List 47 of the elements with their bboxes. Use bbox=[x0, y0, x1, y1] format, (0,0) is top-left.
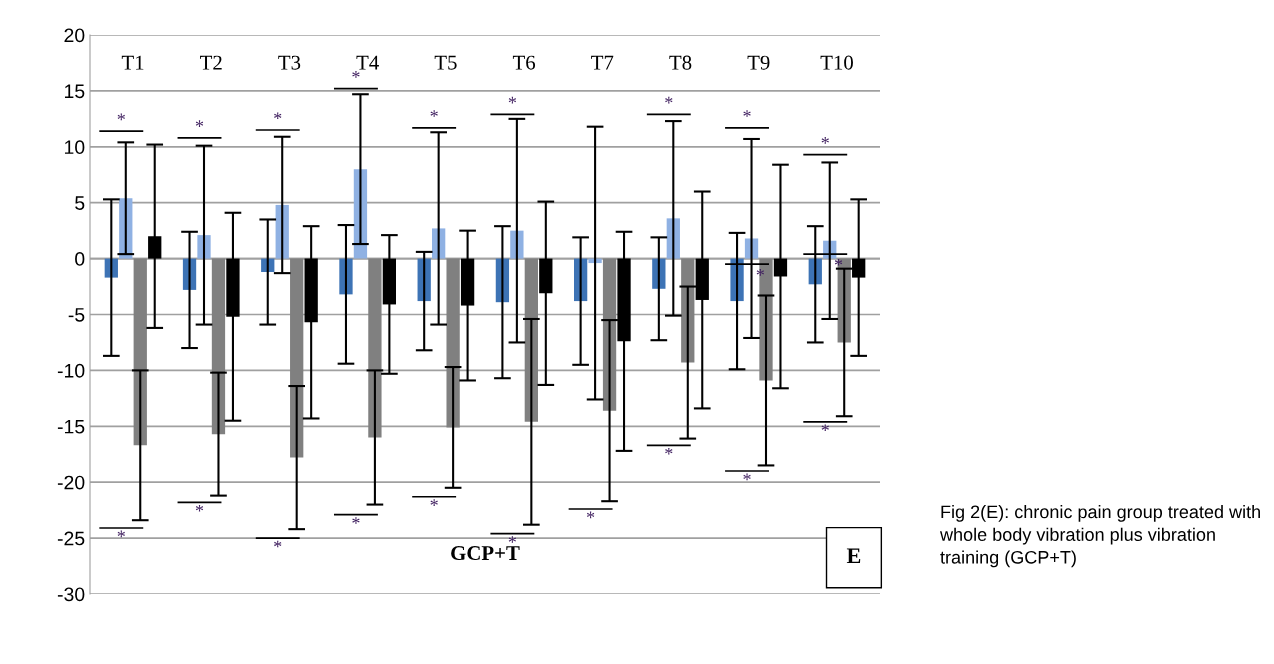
annotation: * bbox=[821, 424, 829, 432]
annotation: GCP+T bbox=[451, 546, 520, 561]
x-tick-label: T9 bbox=[747, 55, 770, 70]
bar bbox=[368, 258, 382, 438]
x-tick-label: T3 bbox=[278, 55, 301, 70]
x-tick-label: T5 bbox=[434, 55, 457, 70]
x-tick-label: T1 bbox=[121, 55, 144, 70]
annotation: * bbox=[352, 517, 360, 524]
annotation: * bbox=[743, 110, 751, 117]
x-tick-label: T10 bbox=[820, 55, 853, 70]
annotation: * bbox=[508, 96, 517, 104]
y-tick-label: 0 bbox=[75, 252, 85, 266]
annotation: * bbox=[430, 499, 438, 506]
caption: Fig 2(E): chronic pain group treated with whole body vibration plus vibration training (GCP+T) bbox=[939, 505, 1260, 568]
y-tick-label: 5 bbox=[75, 196, 85, 210]
y-tick-label: 10 bbox=[65, 140, 85, 155]
annotation: * bbox=[743, 473, 751, 481]
y-tick-label: -30 bbox=[57, 587, 85, 602]
annotation: * bbox=[117, 113, 125, 121]
annotation: * bbox=[195, 120, 204, 127]
annotation: * bbox=[195, 504, 204, 512]
x-tick-label: T4 bbox=[356, 55, 379, 70]
annotation: * bbox=[274, 540, 282, 548]
annotation: * bbox=[821, 137, 829, 144]
annotation: E bbox=[846, 548, 861, 564]
bar bbox=[446, 258, 460, 428]
annotation: * bbox=[352, 71, 360, 78]
annotation: * bbox=[586, 511, 595, 519]
y-tick-label: -15 bbox=[57, 419, 85, 434]
annotation: * bbox=[430, 110, 438, 117]
y-tick-label: -5 bbox=[68, 308, 85, 322]
annotation: * bbox=[665, 96, 673, 104]
y-tick-label: -25 bbox=[57, 531, 85, 546]
annotation: * bbox=[274, 112, 282, 120]
x-tick-label: T8 bbox=[669, 55, 692, 70]
annotation: * bbox=[665, 447, 673, 455]
bar bbox=[290, 258, 304, 458]
x-tick-label: T6 bbox=[512, 55, 536, 70]
x-tick-label: T2 bbox=[200, 55, 222, 70]
annotation: * bbox=[508, 536, 517, 543]
y-tick-label: -20 bbox=[57, 475, 85, 490]
y-tick-label: -10 bbox=[57, 363, 85, 378]
x-tick-label: T7 bbox=[591, 55, 614, 70]
y-tick-label: 20 bbox=[64, 28, 85, 43]
y-tick-label: 15 bbox=[65, 84, 85, 99]
bar bbox=[133, 258, 147, 446]
annotation: * bbox=[117, 530, 125, 538]
